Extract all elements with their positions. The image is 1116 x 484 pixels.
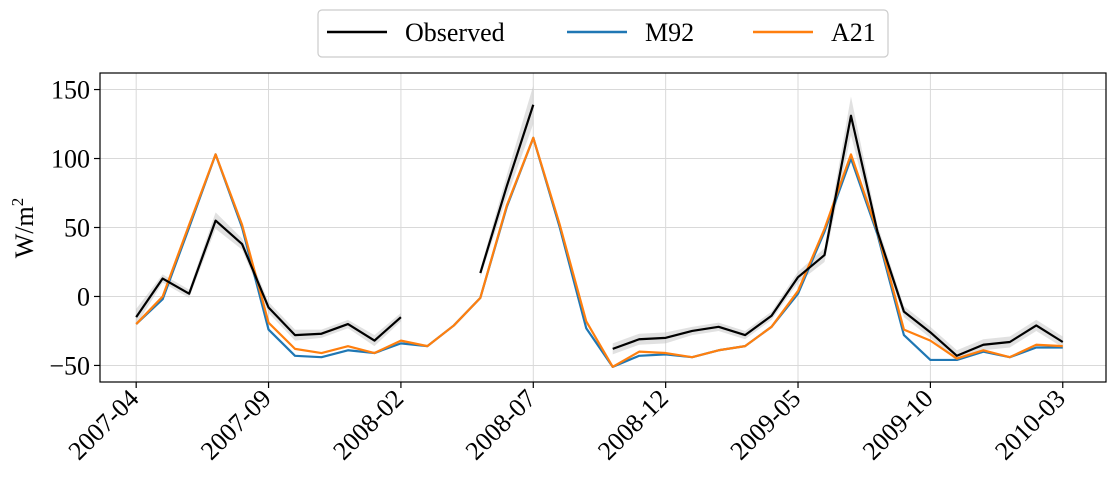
y-tick-label: 0 — [77, 282, 90, 311]
y-tick-label: −50 — [49, 351, 90, 380]
x-tick-label: 2008-02 — [327, 384, 409, 466]
legend-label-m92: M92 — [645, 18, 694, 47]
observed-band — [612, 96, 1063, 362]
y-axis-label-superscript: 2 — [8, 198, 27, 207]
x-tick-label: 2009-10 — [857, 384, 939, 466]
y-axis: −50 0 50 100 150 — [49, 76, 100, 380]
x-tick-label: 2008-12 — [592, 384, 674, 466]
legend-label-a21: A21 — [831, 18, 876, 47]
gridlines — [100, 73, 1106, 382]
legend: Observed M92 A21 — [317, 9, 889, 58]
y-tick-label: 50 — [64, 214, 90, 243]
x-tick-label: 2010-03 — [989, 384, 1071, 466]
legend-label-observed: Observed — [405, 18, 505, 47]
series-line-observed — [135, 219, 402, 342]
x-tick-label: 2007-09 — [195, 384, 277, 466]
x-tick-label: 2008-07 — [460, 384, 542, 466]
series-line-observed — [612, 114, 1064, 357]
legend-frame — [317, 9, 889, 58]
x-tick-label: 2007-04 — [63, 384, 145, 466]
series-line-m92 — [135, 136, 1063, 368]
series-line-observed — [479, 104, 535, 274]
y-tick-label: 150 — [51, 76, 90, 105]
x-axis: 2007-04 2007-09 2008-02 2008-07 2008-12 2009-… — [63, 382, 1071, 466]
uncertainty-band — [136, 85, 1063, 362]
x-tick-label: 2009-05 — [724, 384, 806, 466]
series-line-a21 — [135, 136, 1063, 368]
y-tick-label: 100 — [51, 145, 90, 174]
series-lines — [135, 104, 1064, 368]
y-axis-label: W/m2 — [8, 198, 39, 259]
y-axis-label-base: W/m — [10, 206, 39, 258]
